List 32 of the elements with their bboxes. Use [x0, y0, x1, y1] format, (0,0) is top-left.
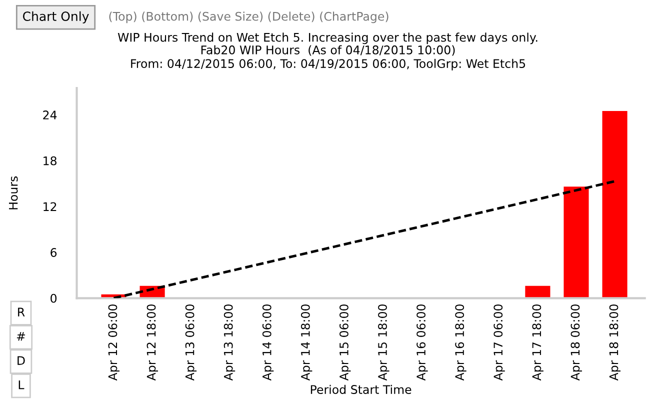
x-tick-label: Apr 18 18:00	[609, 304, 620, 381]
x-tick-label: Apr 12 06:00	[108, 304, 120, 381]
text: Chart Only	[22, 11, 89, 24]
x-tick-label: Apr 16 18:00	[455, 304, 466, 381]
x-tick-label: Apr 14 18:00	[300, 304, 312, 381]
chart-title: WIP Hours Trend on Wet Etch 5. Increasing over the past few days only.	[118, 32, 538, 44]
x-tick-label: Apr 15 06:00	[339, 304, 351, 381]
y-tick-label: 12	[44, 202, 56, 211]
x-tick-label: Apr 13 06:00	[185, 304, 197, 381]
x-tick-label: Apr 12 18:00	[146, 304, 158, 381]
x-tick-label: Apr 13 18:00	[224, 304, 236, 381]
text: (Top) (Bottom) (Save Size) (Delete) (ChartPage)	[109, 12, 388, 24]
y-tick-label: 24	[43, 110, 57, 120]
text: R	[18, 308, 25, 316]
y-tick-label: 0	[50, 294, 57, 303]
text: L	[18, 380, 24, 390]
bar	[564, 186, 589, 298]
bar	[602, 110, 628, 298]
y-tick-label: 18	[44, 156, 56, 166]
x-tick-label: Apr 15 18:00	[378, 304, 390, 381]
x-tick-label: Apr 16 06:00	[416, 304, 428, 381]
bar	[525, 286, 550, 298]
y-tick-label: 6	[50, 248, 57, 257]
x-axis-title: Period Start Time	[310, 384, 412, 394]
x-tick-label: Apr 17 18:00	[532, 304, 544, 381]
x-tick-label: Apr 17 06:00	[494, 304, 505, 381]
y-axis-title: Hours	[9, 176, 18, 210]
x-tick-label: Apr 18 06:00	[570, 304, 582, 381]
text: D	[18, 356, 25, 365]
x-tick-label: Apr 14 06:00	[262, 304, 274, 381]
text: #	[16, 332, 26, 341]
chart-subtitle: Fab20 WIP Hours (As of 04/18/2015 10:00) From: 04/12/2015 06:00, To: 04/19/2015 06:00, ToolGrp: Wet Etch5	[131, 45, 526, 70]
